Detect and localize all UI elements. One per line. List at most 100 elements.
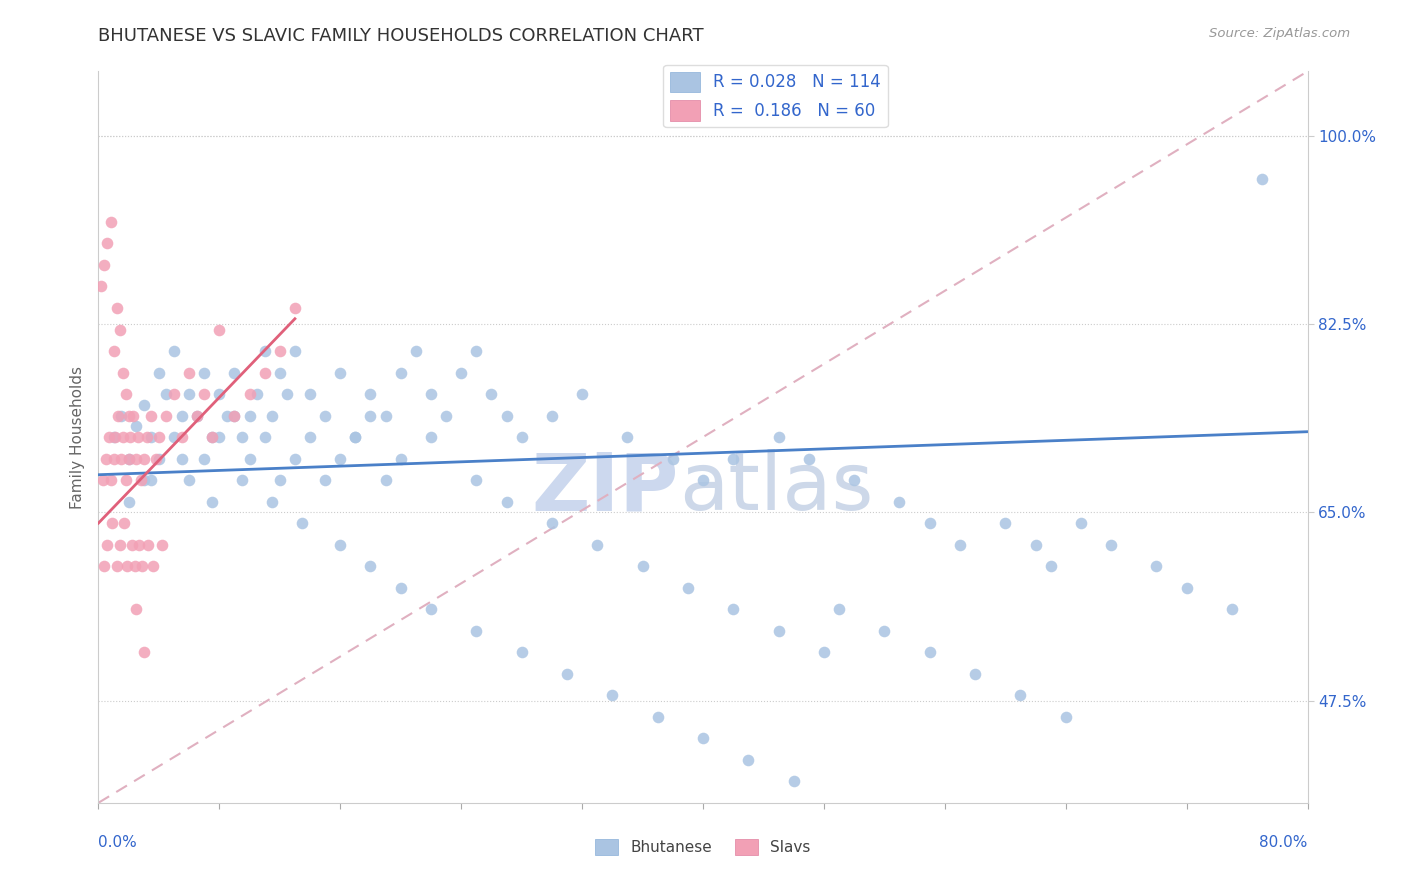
Point	[193, 451, 215, 466]
Point	[692, 473, 714, 487]
Point	[949, 538, 972, 552]
Point	[201, 430, 224, 444]
Point	[105, 301, 128, 315]
Point	[1010, 688, 1032, 702]
Point	[284, 301, 307, 315]
Text: ZIP: ZIP	[531, 450, 679, 527]
Point	[723, 602, 745, 616]
Y-axis label: Family Households: Family Households	[69, 366, 84, 508]
Point	[1024, 538, 1046, 552]
Point	[481, 387, 503, 401]
Point	[889, 494, 911, 508]
Point	[136, 538, 159, 552]
Point	[96, 236, 118, 251]
Point	[692, 731, 714, 746]
Point	[360, 387, 382, 401]
Point	[100, 473, 122, 487]
Point	[253, 366, 276, 380]
Text: atlas: atlas	[679, 450, 873, 527]
Point	[676, 581, 699, 595]
Point	[360, 559, 382, 574]
Point	[291, 516, 314, 530]
Point	[105, 559, 128, 574]
Point	[118, 451, 141, 466]
Point	[918, 516, 941, 530]
Point	[1070, 516, 1092, 530]
Point	[465, 473, 488, 487]
Point	[127, 430, 149, 444]
Point	[495, 494, 517, 508]
Point	[131, 559, 153, 574]
Point	[616, 430, 638, 444]
Point	[122, 409, 145, 423]
Point	[602, 688, 624, 702]
Point	[420, 430, 443, 444]
Point	[768, 430, 790, 444]
Point	[276, 387, 298, 401]
Point	[98, 430, 121, 444]
Point	[110, 409, 132, 423]
Point	[132, 451, 155, 466]
Point	[128, 538, 150, 552]
Point	[389, 366, 412, 380]
Point	[96, 538, 118, 552]
Point	[104, 430, 127, 444]
Point	[314, 409, 336, 423]
Point	[918, 645, 941, 659]
Point	[420, 387, 443, 401]
Point	[231, 430, 253, 444]
Point	[329, 538, 352, 552]
Point	[239, 387, 262, 401]
Point	[108, 322, 131, 336]
Point	[1099, 538, 1122, 552]
Point	[100, 215, 122, 229]
Point	[170, 430, 193, 444]
Point	[129, 473, 152, 487]
Point	[125, 419, 148, 434]
Point	[103, 430, 125, 444]
Point	[965, 666, 987, 681]
Point	[110, 451, 132, 466]
Point	[103, 344, 125, 359]
Point	[193, 387, 215, 401]
Point	[299, 430, 322, 444]
Point	[141, 430, 163, 444]
Point	[148, 451, 170, 466]
Point	[571, 387, 593, 401]
Point	[284, 451, 307, 466]
Point	[586, 538, 609, 552]
Point	[145, 451, 167, 466]
Point	[170, 451, 193, 466]
Point	[269, 366, 291, 380]
Point	[344, 430, 367, 444]
Legend: Bhutanese, Slavs: Bhutanese, Slavs	[589, 833, 817, 861]
Point	[101, 516, 124, 530]
Point	[201, 494, 224, 508]
Point	[374, 409, 396, 423]
Point	[150, 538, 173, 552]
Point	[224, 409, 246, 423]
Point	[114, 473, 136, 487]
Point	[118, 494, 141, 508]
Point	[239, 409, 262, 423]
Point	[329, 451, 352, 466]
Point	[828, 602, 851, 616]
Point	[737, 753, 759, 767]
Point	[540, 516, 562, 530]
Point	[155, 387, 177, 401]
Point	[844, 473, 866, 487]
Point	[510, 430, 533, 444]
Point	[115, 559, 138, 574]
Point	[107, 409, 129, 423]
Point	[112, 516, 135, 530]
Point	[132, 473, 155, 487]
Point	[389, 451, 412, 466]
Point	[125, 602, 148, 616]
Point	[420, 602, 443, 616]
Point	[91, 473, 114, 487]
Point	[141, 409, 163, 423]
Point	[873, 624, 896, 638]
Point	[1039, 559, 1062, 574]
Point	[215, 409, 238, 423]
Point	[253, 344, 276, 359]
